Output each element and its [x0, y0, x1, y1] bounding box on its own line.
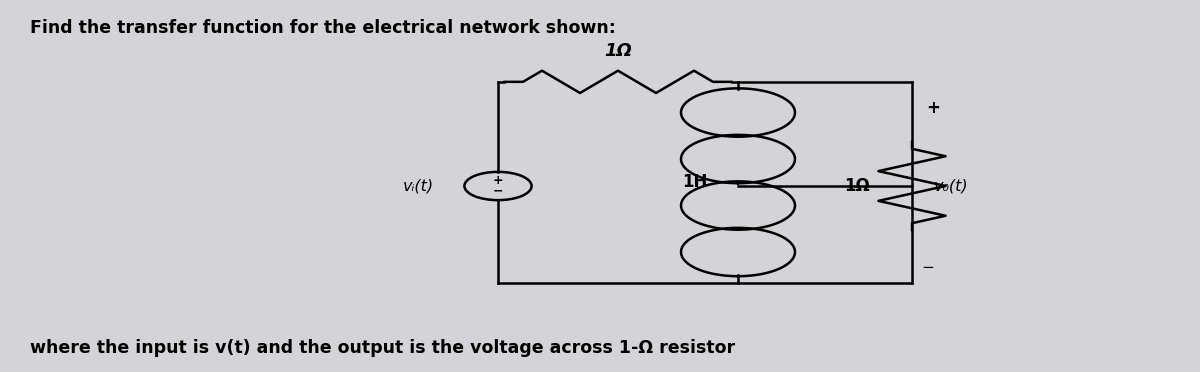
Text: 1H: 1H — [683, 173, 708, 191]
Text: v₀(t): v₀(t) — [934, 179, 968, 193]
Text: Find the transfer function for the electrical network shown:: Find the transfer function for the elect… — [30, 19, 616, 36]
Text: +: + — [493, 174, 503, 187]
Text: vᵢ(t): vᵢ(t) — [403, 179, 434, 193]
Text: −: − — [922, 260, 935, 275]
Text: +: + — [926, 99, 941, 117]
Text: where the input is v(t) and the output is the voltage across 1-Ω resistor: where the input is v(t) and the output i… — [30, 339, 736, 357]
Text: 1Ω: 1Ω — [845, 177, 870, 195]
Text: 1Ω: 1Ω — [604, 42, 632, 60]
Text: −: − — [493, 185, 503, 198]
